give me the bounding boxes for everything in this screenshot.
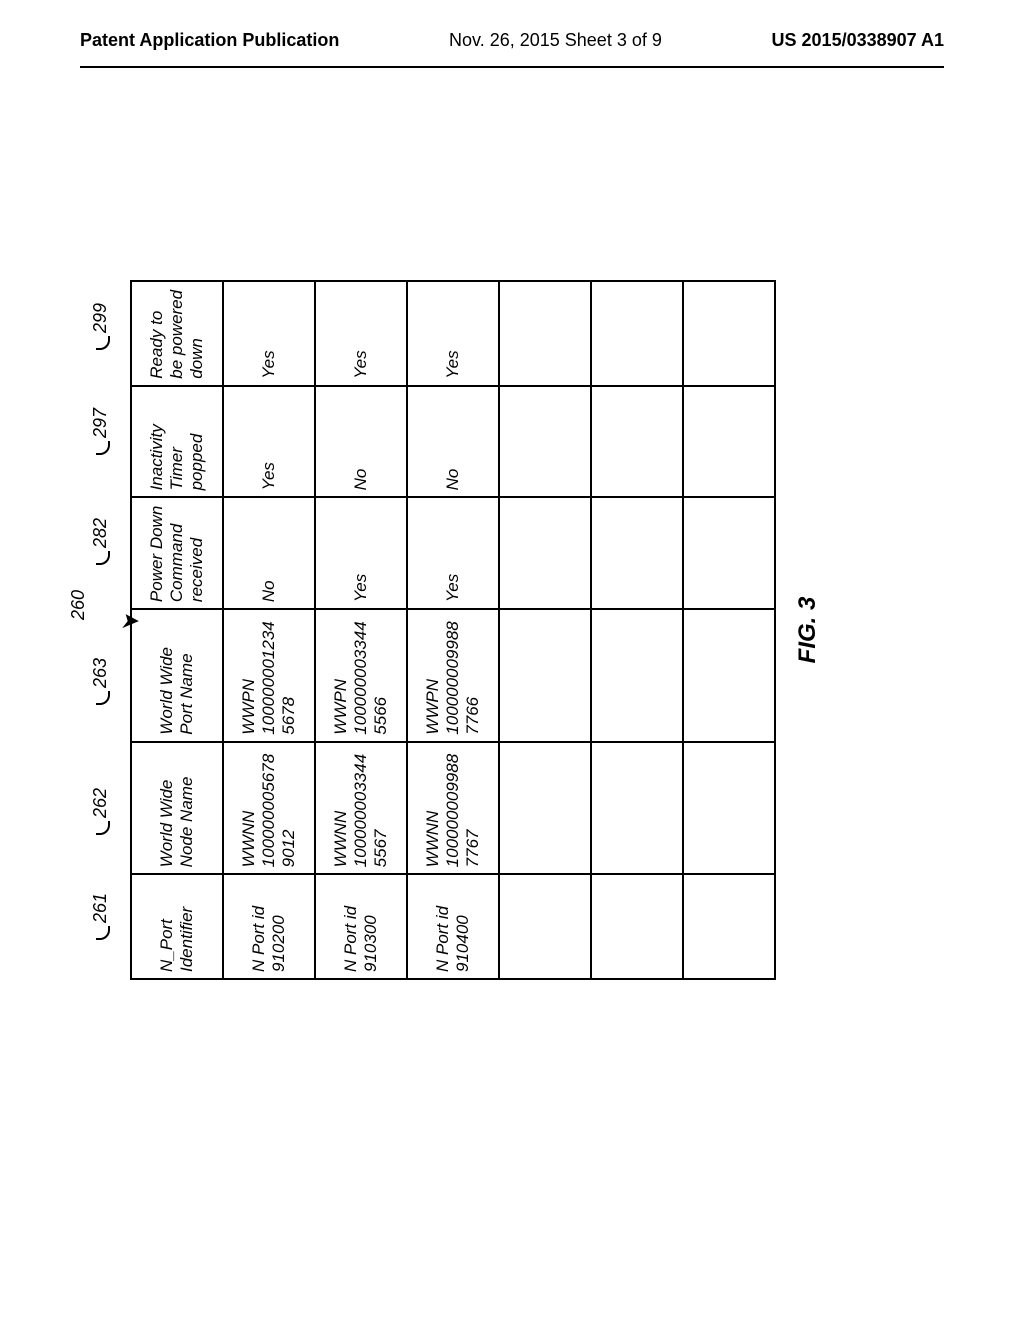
ref-261-label: 261: [90, 893, 110, 923]
port-table: N_Port Identifier World Wide Node Name W…: [130, 280, 776, 980]
cell: WWPN 100000009988 7766: [407, 609, 499, 742]
ref-260: 260: [68, 590, 89, 620]
table-row: [683, 281, 775, 979]
cell: Yes: [315, 281, 407, 386]
ref-263: 263: [90, 658, 111, 705]
cell: WWNN 100000005678 9012: [223, 742, 315, 875]
header-rule: [80, 66, 944, 68]
cell: [683, 386, 775, 498]
cell: Yes: [223, 386, 315, 498]
cell: N Port id 910400: [407, 874, 499, 979]
table-row: [499, 281, 591, 979]
cell: Yes: [315, 497, 407, 609]
cell: N Port id 910200: [223, 874, 315, 979]
ref-262: 262: [90, 788, 111, 835]
ref-297: 297: [90, 408, 111, 455]
cell: [499, 874, 591, 979]
cell: [591, 742, 683, 875]
ref-263-label: 263: [90, 658, 110, 688]
cell: [683, 497, 775, 609]
table-body: N Port id 910200 WWNN 100000005678 9012 …: [223, 281, 775, 979]
cell: [499, 497, 591, 609]
th-nport: N_Port Identifier: [131, 874, 223, 979]
table-row: [591, 281, 683, 979]
figure-3: 261 262 263 ➤ 260 282 297 299 N_Port Ide…: [90, 280, 950, 980]
arrow-260-icon: ➤: [120, 608, 138, 634]
cell: [683, 609, 775, 742]
cell: [683, 281, 775, 386]
header-center: Nov. 26, 2015 Sheet 3 of 9: [449, 30, 662, 51]
th-wwpn: World Wide Port Name: [131, 609, 223, 742]
th-timer: Inactivity Timer popped: [131, 386, 223, 498]
header-right: US 2015/0338907 A1: [772, 30, 944, 51]
cell: [591, 874, 683, 979]
reference-numerals: 261 262 263 ➤ 260 282 297 299: [90, 280, 130, 980]
cell: [591, 497, 683, 609]
cell: [591, 386, 683, 498]
table-row: N Port id 910200 WWNN 100000005678 9012 …: [223, 281, 315, 979]
cell: [499, 609, 591, 742]
ref-261: 261: [90, 893, 111, 940]
cell: No: [315, 386, 407, 498]
cell: WWNN 100000003344 5567: [315, 742, 407, 875]
cell: WWPN 100000001234 5678: [223, 609, 315, 742]
ref-299: 299: [90, 303, 111, 350]
table-row: N Port id 910300 WWNN 100000003344 5567 …: [315, 281, 407, 979]
cell: Yes: [407, 281, 499, 386]
cell: No: [223, 497, 315, 609]
cell: [591, 281, 683, 386]
cell: Yes: [407, 497, 499, 609]
cell: [499, 386, 591, 498]
cell: WWPN 100000003344 5566: [315, 609, 407, 742]
ref-262-label: 262: [90, 788, 110, 818]
ref-299-label: 299: [90, 303, 110, 333]
ref-282-label: 282: [90, 518, 110, 548]
ref-297-label: 297: [90, 408, 110, 438]
cell: N Port id 910300: [315, 874, 407, 979]
th-pdcmd: Power Down Command received: [131, 497, 223, 609]
figure-caption: FIG. 3: [794, 280, 822, 980]
table-header-row: N_Port Identifier World Wide Node Name W…: [131, 281, 223, 979]
cell: [683, 874, 775, 979]
th-ready: Ready to be powered down: [131, 281, 223, 386]
cell: [499, 281, 591, 386]
ref-260-label: 260: [68, 590, 88, 620]
cell: No: [407, 386, 499, 498]
page-header: Patent Application Publication Nov. 26, …: [0, 0, 1024, 61]
cell: [683, 742, 775, 875]
th-wwnn: World Wide Node Name: [131, 742, 223, 875]
cell: [591, 609, 683, 742]
ref-282: 282: [90, 518, 111, 565]
cell: Yes: [223, 281, 315, 386]
cell: [499, 742, 591, 875]
table-row: N Port id 910400 WWNN 100000009988 7767 …: [407, 281, 499, 979]
cell: WWNN 100000009988 7767: [407, 742, 499, 875]
header-left: Patent Application Publication: [80, 30, 339, 51]
